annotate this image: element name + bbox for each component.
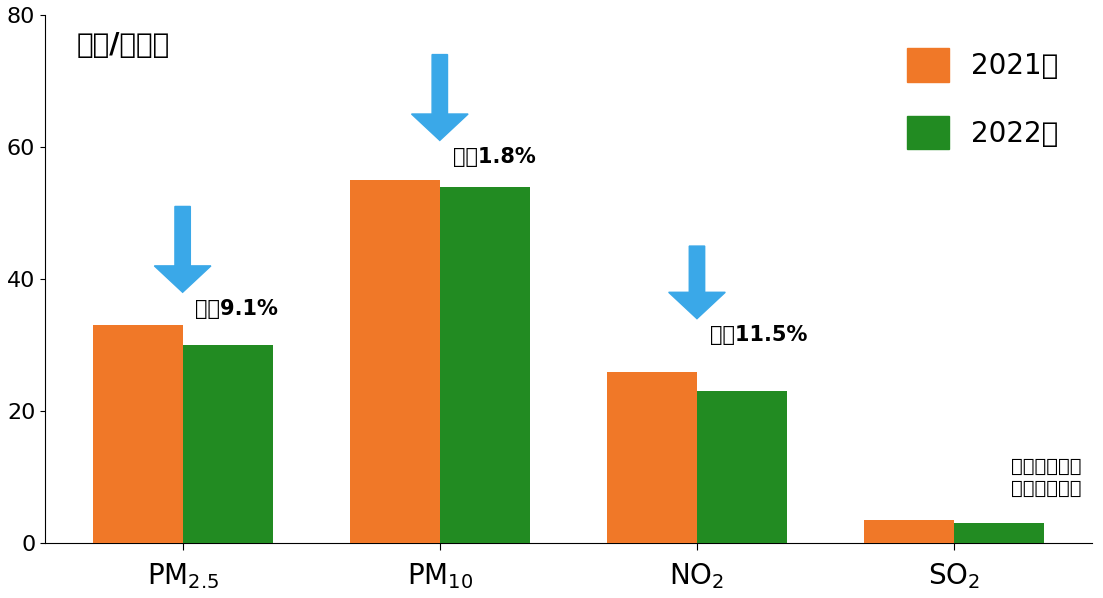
FancyArrow shape: [668, 246, 726, 319]
Text: 保持极低的个
位数浓度水平: 保持极低的个 位数浓度水平: [1010, 457, 1081, 498]
Bar: [350, 180, 440, 543]
Text: 下降9.1%: 下降9.1%: [195, 299, 278, 319]
Bar: [954, 523, 1045, 543]
Bar: [93, 325, 183, 543]
Text: 下降11.5%: 下降11.5%: [710, 325, 807, 345]
Bar: [697, 391, 786, 543]
FancyArrow shape: [154, 206, 211, 292]
Bar: [607, 371, 697, 543]
Text: 微克/立方米: 微克/立方米: [76, 30, 170, 59]
Bar: [440, 187, 529, 543]
Bar: [864, 520, 954, 543]
Text: 下降1.8%: 下降1.8%: [452, 147, 535, 167]
Bar: [183, 345, 272, 543]
FancyArrow shape: [411, 54, 468, 141]
Legend: 2021年, 2022年: 2021年, 2022年: [896, 37, 1070, 160]
